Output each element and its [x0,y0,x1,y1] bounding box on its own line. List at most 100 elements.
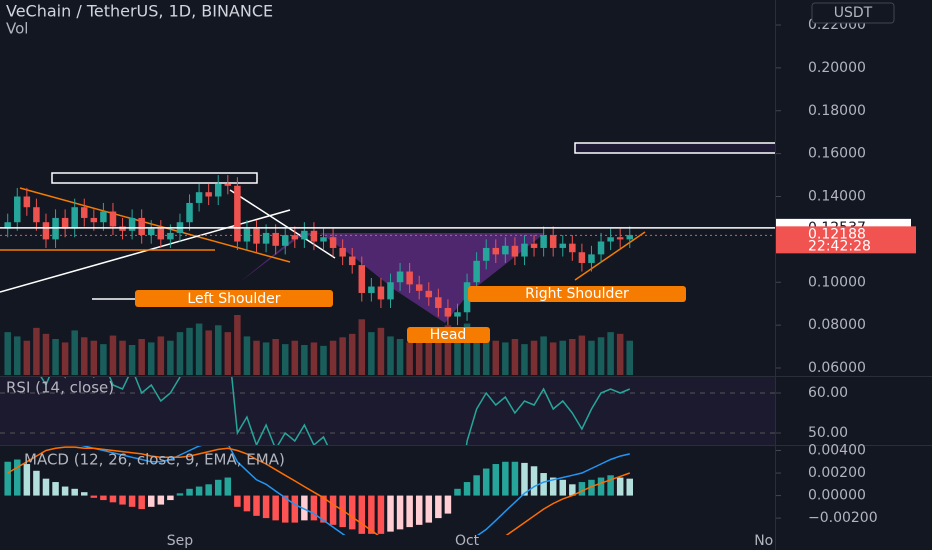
histogram-bar [396,495,404,530]
histogram-bar [463,482,471,496]
histogram-bar [301,495,308,521]
volume-bar [272,339,279,375]
histogram-bar [195,486,203,496]
candle-body [320,237,327,242]
candle-body [100,211,107,223]
volume-bar [262,342,270,375]
histogram-bar [310,495,318,521]
candle-body [128,217,136,231]
volume-bar [511,339,519,375]
candle-body [310,230,318,242]
volume-bar [626,340,633,375]
histogram-bar [109,495,117,503]
histogram-bar [607,475,614,496]
histogram-bar [128,495,136,507]
histogram-bar [502,461,509,496]
rsi-band [0,377,775,445]
volume-bar [205,330,212,375]
volume-bar [167,340,174,375]
price-tag-label: 0.12188 [808,226,866,242]
candle-body [214,183,222,197]
histogram-bar [100,495,107,501]
candle-body [23,196,31,208]
price-tag [776,226,916,254]
chart-title: VeChain / TetherUS, 1D, BINANCE [6,2,273,21]
histogram-bar [578,482,586,496]
annotation-box [407,327,490,343]
histogram-bar [243,495,251,512]
histogram-bar [119,495,126,505]
price-pane [0,142,775,375]
x-tick-label: Sep [167,533,194,549]
candle-body [42,222,50,240]
candle-body [521,243,528,257]
rsi-label: RSI (14, close) [6,379,114,397]
volume-bar [463,323,471,375]
candle-body [301,230,308,240]
histogram-bar [530,466,538,496]
volume-bar [521,344,528,375]
volume-bar [81,337,88,375]
y-tick-label: 0.00400 [808,443,866,459]
candle-body [14,196,21,223]
histogram-bar [626,478,633,496]
volume-bar [100,344,107,375]
candle-body [396,271,404,283]
candle-body [530,243,538,248]
volume-bar [406,342,413,375]
volume-bar [281,344,289,375]
candle-body [406,271,413,285]
indicator-line [7,446,631,535]
currency-label[interactable]: USDT [834,5,873,21]
volume-bar [597,337,605,375]
volume-bar [301,345,308,375]
volume-bar [492,340,500,375]
histogram-bar [52,482,59,496]
volume-bar [530,340,538,375]
volume-bar [148,342,155,375]
range-box [574,142,775,154]
volume-bar [607,332,614,375]
volume-bar [425,335,433,375]
volume-bar [549,342,557,375]
trend-line [574,231,646,281]
volume-bar [186,327,193,375]
histogram-bar [559,479,567,496]
y-tick-label: 0.14000 [808,189,866,205]
volume-bar [339,337,346,375]
histogram-bar [291,495,299,523]
volume-bar [109,335,117,375]
histogram-bar [81,492,88,496]
y-tick-label: 0.08000 [808,317,866,333]
candle-body [205,192,212,197]
volume-bar [195,323,203,375]
histogram-bar [368,495,375,534]
volume-bar [310,342,318,375]
volume-bar [444,325,452,375]
candle-body [329,237,337,248]
histogram-bar [569,484,576,496]
candle-body [415,284,423,291]
histogram-bar [272,495,279,521]
candle-body [52,217,59,240]
histogram-bar [4,461,11,496]
candle-body [138,217,145,236]
volume-bar [559,340,567,375]
y-tick-label: 50.00 [808,425,848,441]
volume-bar [90,340,98,375]
candle-body [281,235,289,246]
annotation: Head [430,327,467,343]
x-tick-label: Oct [455,533,480,549]
volume-bar [396,339,404,375]
histogram-bar [435,495,442,519]
volume-bar [4,332,11,375]
trend-line [19,187,291,263]
volume-bar [128,345,136,375]
volume-bar [377,327,385,375]
y-tick-label: 0.16000 [808,146,866,162]
currency-button[interactable] [811,2,895,24]
candle-body [234,185,241,242]
histogram-bar [549,477,557,496]
candle-body [377,286,385,300]
y-tick-label: 0.18000 [808,103,866,119]
